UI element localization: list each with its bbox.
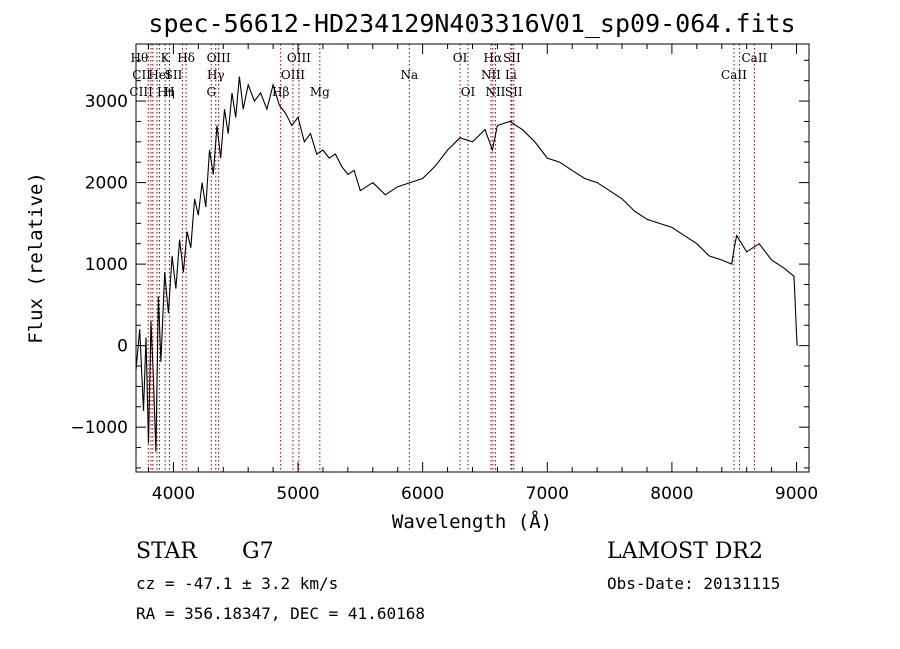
spectral-line-label: OIII [287,51,311,65]
spectral-line-label: CII [132,68,151,82]
subclass: G7 [242,539,274,564]
x-tick-label: 5000 [276,484,319,504]
spectral-line-label: Hα [484,51,503,65]
x-tick-label: 6000 [401,484,444,504]
redshift-velocity: cz = -47.1 ± 3.2 km/s [136,574,339,593]
spectral-line-label: Mg [310,85,330,99]
y-tick-label: 0 [117,337,128,357]
object-class: STAR [136,539,197,564]
spectral-line-label: OI [461,85,476,99]
x-tick-label: 4000 [152,484,195,504]
y-tick-label: 2000 [85,174,128,194]
spectral-line-label: Hδ [177,51,195,65]
spectral-line-label: G [206,85,216,99]
spectral-line-label: Hγ [207,68,225,82]
spectral-line-label: SII [165,68,183,82]
x-tick-label: 8000 [650,484,693,504]
coordinates: RA = 356.18347, DEC = 41.60168 [136,604,425,623]
chart-title: spec-56612-HD234129N403316V01_sp09-064.f… [148,9,795,38]
spectral-line-label: Hβ [272,85,289,99]
y-tick-label: 3000 [85,92,128,112]
spectral-line-label: SII [505,85,523,99]
spectral-line-label: HeI [148,68,171,82]
y-axis-ticks: −1000 0 1000 2000 3000 [70,59,809,469]
spectral-line-label: Na [400,68,418,82]
x-tick-label: 7000 [526,484,569,504]
spectral-line-label: CIII [129,85,153,99]
spectral-line-label: OIII [207,51,231,65]
spectral-line-label: CaII [721,68,747,82]
spectral-line-label: NII [485,85,505,99]
y-axis-label: Flux (relative) [25,172,47,344]
x-axis-ticks: 4000 5000 6000 7000 8000 9000 [147,44,818,504]
spectral-line-label: H [164,85,174,99]
spectral-line-label: Li [505,68,517,82]
spectral-line-label: SII [503,51,521,65]
y-tick-label: −1000 [70,418,128,438]
x-axis-label: Wavelength (Å) [392,510,552,533]
spectral-line-labels: Hθ CII CIII Hη HeI K H SII Hδ G Hγ OIII Hβ OIII OIII Mg… [129,51,767,99]
spectral-line-label: CaII [741,51,767,65]
spectrum-line [135,76,798,452]
spectral-line-markers [147,44,755,472]
y-tick-label: 1000 [85,255,128,275]
spectral-line-label: K [161,51,171,65]
spectral-line-label: OIII [281,68,305,82]
spectral-line-label: Hθ [131,51,149,65]
survey-name: LAMOST DR2 [607,539,763,564]
spectral-line-label: Hη [157,85,175,99]
spectral-line-label: NII [481,68,501,82]
observation-date: Obs-Date: 20131115 [607,574,781,593]
x-tick-label: 9000 [775,484,818,504]
spectral-line-label: OI [453,51,468,65]
